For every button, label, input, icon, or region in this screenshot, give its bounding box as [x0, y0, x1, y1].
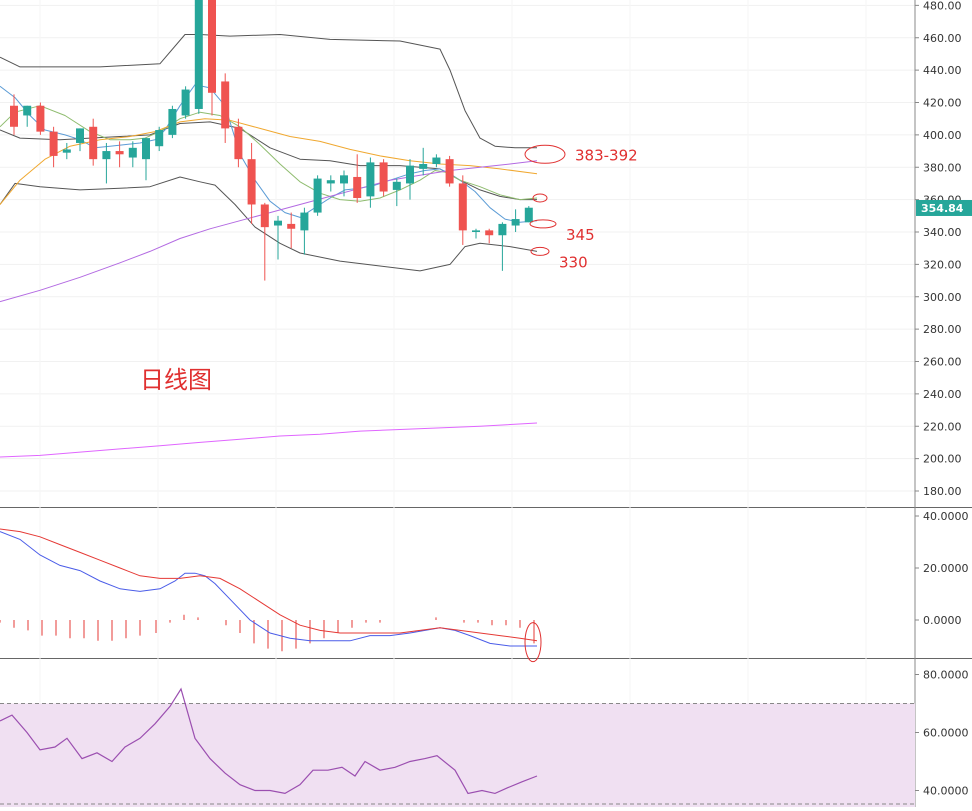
price-tick-label: 340.00: [923, 226, 962, 239]
rsi-tick-label: 80.0000: [923, 669, 969, 682]
candle-body: [353, 176, 362, 199]
annotations: 383-392 345 330: [524, 144, 638, 271]
macd-tick-label: 40.0000: [923, 510, 969, 523]
band-lower-line: [0, 176, 538, 272]
rsi-panel: 80.0000 60.0000 40.0000: [0, 669, 969, 810]
signal-line: [0, 528, 538, 642]
rsi-tick-label: 60.0000: [923, 727, 969, 740]
candle-body: [62, 149, 71, 153]
price-tick-label: 320.00: [923, 258, 962, 271]
price-tick-label: 180.00: [923, 485, 962, 498]
candle-body: [247, 159, 256, 205]
last-price-badge: 354.84: [916, 199, 972, 216]
band-upper-line: [0, 34, 537, 149]
macd-tick-label: 0.0000: [923, 614, 962, 627]
candle-body: [115, 151, 124, 155]
price-tick-label: 380.00: [923, 161, 962, 174]
candle-body: [274, 220, 282, 226]
price-tick-label: 240.00: [923, 388, 962, 401]
annotation-label: 345: [566, 226, 595, 244]
annotation-ellipse: [532, 193, 548, 203]
candle-body: [472, 230, 480, 232]
macd-highlight-ellipse: [524, 622, 542, 663]
candle-body: [313, 178, 322, 213]
candle-body: [181, 89, 190, 116]
candle-body: [260, 204, 269, 228]
candle-body: [458, 183, 467, 231]
ma-long-line: [0, 160, 538, 303]
candle-body: [406, 165, 414, 184]
price-tick-label: 280.00: [923, 323, 962, 336]
annotation-ellipse: [530, 246, 550, 256]
candle-body: [234, 126, 243, 160]
last-price-box: [916, 199, 972, 216]
candle-body: [485, 230, 494, 236]
ma-200-line: [0, 422, 538, 458]
candle-body: [419, 164, 428, 169]
annotation-label: 330: [559, 253, 588, 271]
macd-tick-label: 20.0000: [923, 562, 969, 575]
candle-body: [155, 130, 164, 147]
price-tick-label: 460.00: [923, 32, 962, 45]
price-tick-label: 400.00: [923, 129, 962, 142]
candle-body: [49, 131, 58, 156]
candle-body: [287, 223, 296, 229]
price-tick-label: 220.00: [923, 420, 962, 433]
candle-body: [23, 105, 32, 116]
annotation-label: 383-392: [575, 146, 638, 164]
candle-body: [498, 223, 507, 236]
candle-body: [102, 151, 111, 160]
candle-body: [168, 108, 177, 135]
candle-body: [142, 138, 150, 160]
price-axis: 480.00460.00440.00420.00400.00380.00360.…: [914, 0, 962, 807]
price-tick-label: 420.00: [923, 97, 962, 110]
candle-body: [511, 219, 520, 226]
last-price-label: 354.84: [921, 202, 964, 215]
candle-body: [10, 105, 18, 127]
candle-body: [524, 207, 533, 223]
candle-body: [221, 81, 230, 129]
candle-body: [340, 175, 348, 184]
candle-body: [379, 162, 388, 192]
candle-body: [89, 126, 98, 160]
candle-body: [432, 157, 441, 165]
daily-chart-label: 日线图: [140, 366, 212, 394]
candle-body: [208, 0, 216, 93]
candle-body: [300, 212, 309, 231]
candles: [10, 0, 533, 281]
candle-body: [366, 162, 375, 197]
candle-body: [326, 180, 335, 184]
price-tick-label: 480.00: [923, 0, 962, 12]
price-tick-label: 440.00: [923, 64, 962, 77]
candle-body: [128, 147, 137, 158]
price-tick-label: 260.00: [923, 356, 962, 369]
candle-body: [36, 105, 45, 132]
candle-body: [445, 159, 454, 184]
annotation-ellipse: [524, 144, 566, 164]
candle-body: [76, 128, 84, 143]
rsi-line: [0, 687, 538, 795]
macd-panel: 40.0000 20.0000 0.0000: [0, 510, 969, 663]
rsi-band: [0, 703, 915, 810]
price-tick-label: 300.00: [923, 291, 962, 304]
candle-body: [194, 0, 203, 109]
candle-body: [392, 181, 401, 190]
band-mid-line: [0, 121, 537, 201]
price-tick-label: 200.00: [923, 453, 962, 466]
rsi-tick-label: 40.0000: [923, 785, 969, 798]
annotation-ellipse: [529, 219, 557, 229]
